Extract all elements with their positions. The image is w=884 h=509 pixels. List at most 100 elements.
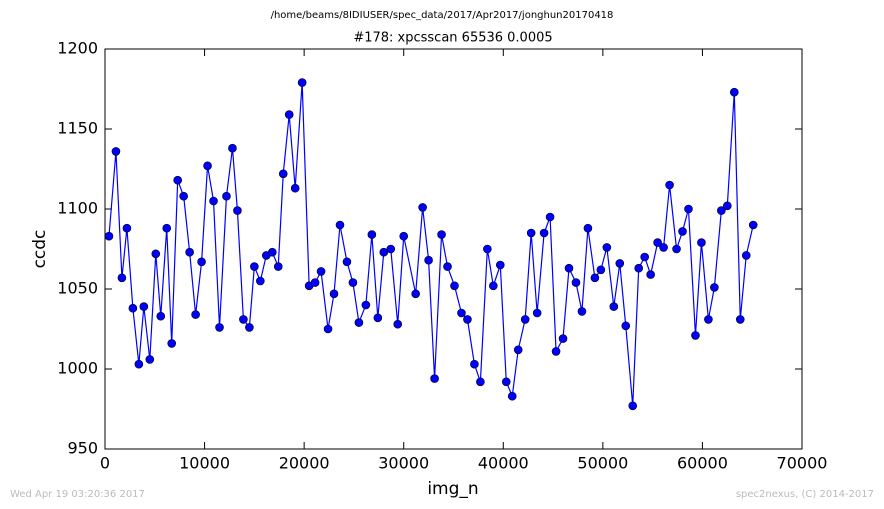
data-point [179, 191, 188, 201]
data-point [564, 263, 574, 273]
data-point [191, 310, 200, 319]
data-point [393, 319, 403, 329]
data-point [634, 263, 644, 273]
data-point [145, 355, 155, 364]
data-point [526, 228, 536, 238]
x-tick-label: 70000 [777, 454, 828, 473]
data-point [245, 323, 254, 332]
x-tick-label: 20000 [279, 454, 330, 473]
data-point [290, 183, 300, 193]
y-axis-label: ccdc [30, 230, 50, 269]
data-point [545, 212, 555, 222]
y-tick-label: 1100 [57, 199, 98, 218]
data-point [571, 278, 581, 287]
y-tick-label: 1150 [57, 119, 98, 138]
data-point [513, 345, 523, 355]
data-point [222, 191, 231, 201]
data-point [489, 281, 498, 291]
x-axis-label: img_n [427, 479, 478, 499]
data-point [735, 315, 745, 324]
y-tick-label: 1050 [57, 279, 98, 298]
data-point [424, 255, 433, 265]
data-point [399, 231, 409, 241]
data-point [173, 175, 182, 185]
data-point [273, 262, 283, 271]
data-point [373, 313, 383, 323]
data-point [723, 201, 732, 211]
y-tick-label: 1000 [57, 359, 98, 378]
data-point [117, 273, 127, 283]
data-point [162, 223, 172, 233]
data-point [684, 204, 693, 214]
data-point [111, 147, 121, 156]
data-point [239, 315, 248, 324]
data-point [329, 289, 339, 299]
data-point [348, 278, 358, 287]
data-point [297, 78, 307, 87]
x-tick-label: 30000 [378, 454, 429, 473]
x-tick-label: 60000 [677, 454, 728, 473]
data-point [379, 247, 389, 257]
data-point [697, 238, 706, 247]
data-point [122, 223, 132, 233]
data-point [267, 247, 277, 257]
data-point [203, 161, 212, 171]
data-point [418, 203, 427, 212]
data-point [323, 324, 333, 334]
data-point [748, 220, 758, 230]
data-point [215, 323, 224, 332]
data-point [741, 251, 751, 260]
footer-left: Wed Apr 19 03:20:36 2017 [10, 489, 145, 500]
data-point [316, 267, 326, 276]
data-point [354, 318, 364, 327]
data-point [139, 302, 149, 311]
data-point [659, 243, 668, 252]
data-point [386, 244, 396, 254]
data-point [665, 180, 674, 190]
data-point [590, 273, 600, 283]
data-point [361, 300, 371, 310]
x-tick-label: 40000 [478, 454, 529, 473]
data-point [233, 206, 242, 215]
data-point [335, 220, 345, 230]
data-point [310, 278, 320, 287]
data-point [672, 244, 681, 254]
y-tick-label: 950 [67, 439, 98, 458]
data-point [520, 315, 530, 324]
data-point [167, 339, 177, 348]
data-point [128, 303, 138, 313]
x-tick-label: 0 [100, 454, 110, 473]
data-point [717, 206, 726, 215]
data-point [457, 308, 466, 318]
data-point [628, 401, 638, 411]
data-point [653, 238, 662, 247]
data-point [583, 223, 593, 233]
data-point [551, 347, 561, 356]
data-point [209, 196, 218, 206]
data-point [151, 249, 161, 259]
data-point [185, 247, 194, 257]
data-point [134, 359, 144, 369]
data-point [411, 289, 420, 299]
chart-title: /home/beams/8IDIUSER/spec_data/2017/Apr2… [271, 10, 614, 21]
data-point [470, 359, 479, 369]
data-point [284, 110, 294, 119]
data-point [501, 377, 511, 387]
data-point [507, 391, 517, 401]
data-point [450, 281, 459, 291]
data-point [704, 315, 713, 324]
data-point [342, 257, 352, 267]
data-point [476, 377, 485, 387]
y-tick-label: 1200 [57, 39, 98, 58]
data-point [104, 231, 114, 241]
data-point [577, 307, 587, 316]
data-point [437, 230, 446, 239]
plot-frame [104, 48, 803, 450]
data-point [609, 302, 619, 311]
data-point [250, 262, 259, 271]
data-point [621, 321, 631, 331]
data-point [443, 262, 452, 271]
data-point [602, 243, 612, 252]
